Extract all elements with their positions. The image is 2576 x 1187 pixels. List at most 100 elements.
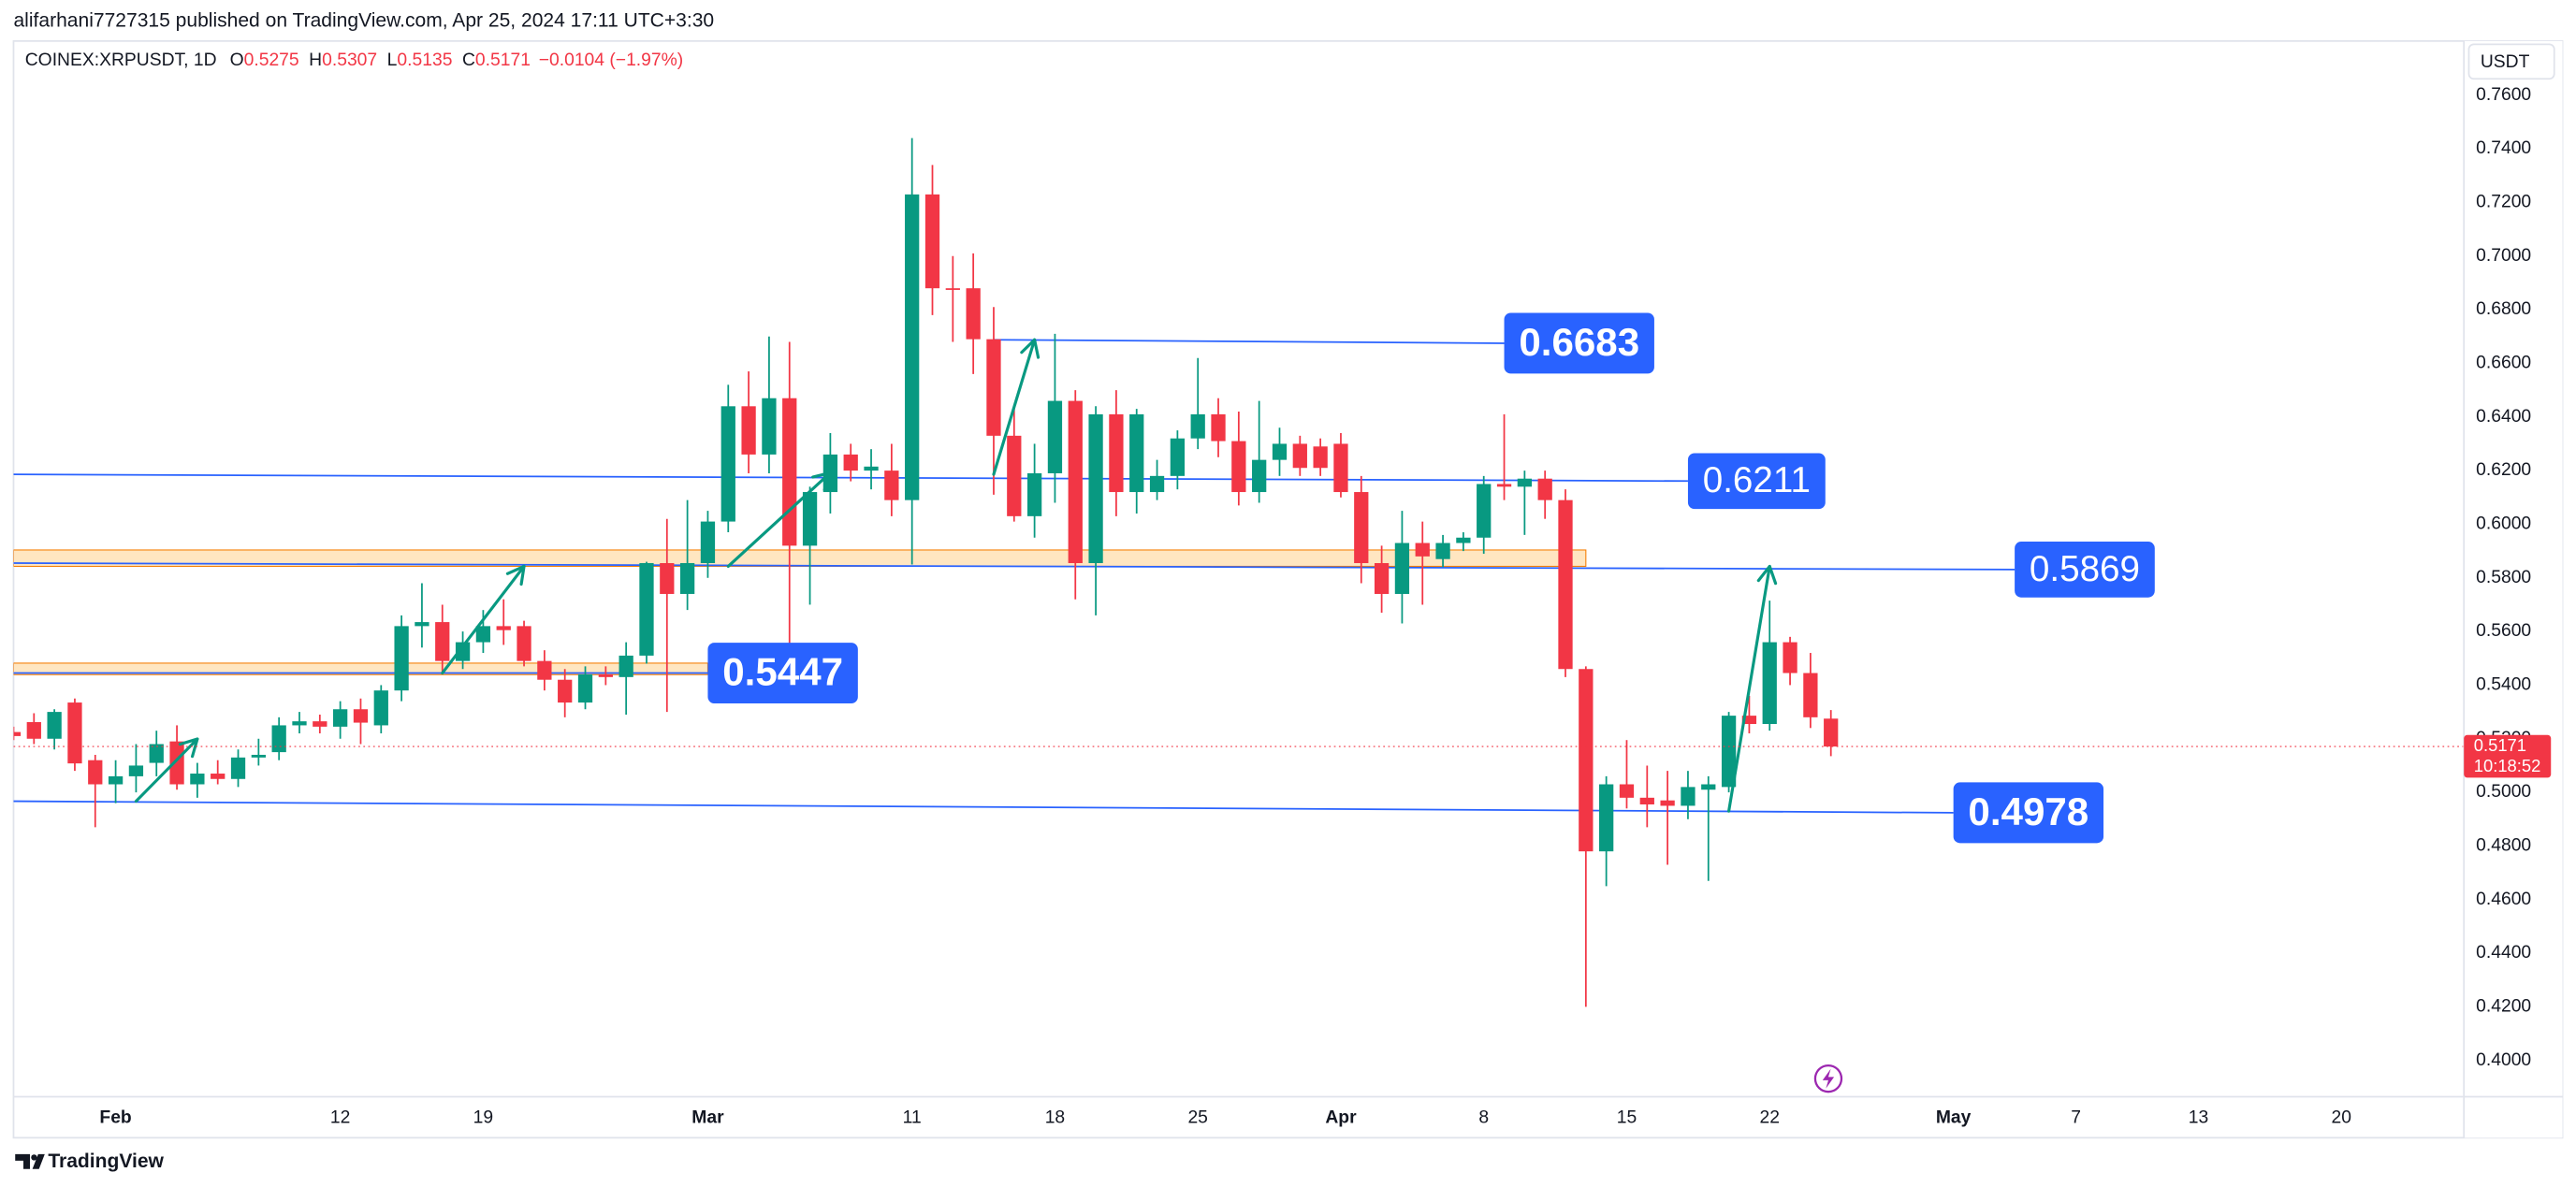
candle-body <box>1517 478 1533 487</box>
candle-body <box>1579 669 1594 852</box>
x-tick-label: Feb <box>99 1107 131 1127</box>
y-tick-label: 0.4600 <box>2476 890 2531 909</box>
legend-value: 0.5171 <box>475 51 531 70</box>
x-tick-label: 13 <box>2189 1107 2208 1127</box>
candle-body <box>435 622 450 661</box>
currency-box[interactable] <box>2467 43 2555 80</box>
logo-mark <box>15 1153 45 1169</box>
x-tick-label: 18 <box>1045 1107 1065 1127</box>
publish-info: alifarhani7727315 published on TradingVi… <box>13 9 714 31</box>
annotations: 0.6683 0.6211 0.5869 0.5447 0.4978 <box>707 312 2155 844</box>
candle-body <box>353 709 369 723</box>
candle-body <box>190 774 205 785</box>
candle-body <box>1109 413 1124 493</box>
x-tick-label: 19 <box>473 1107 493 1127</box>
candle-body <box>67 702 82 764</box>
legend-letter: L <box>387 51 398 70</box>
time-axis: Feb1219Mar111825Apr81522May7132027 <box>99 1107 2494 1127</box>
x-tick-label: 8 <box>1478 1107 1489 1127</box>
y-tick-label: 0.7200 <box>2476 193 2531 212</box>
x-tick-label: 20 <box>2332 1107 2351 1127</box>
candle-body <box>1701 784 1716 790</box>
level-label-box <box>2015 542 2155 598</box>
candle-body <box>149 744 164 763</box>
candle-body <box>47 712 62 739</box>
y-tick-label: 0.4800 <box>2476 836 2531 856</box>
candle-body <box>1231 441 1246 493</box>
level-line <box>993 339 1505 344</box>
candle-body <box>88 760 103 785</box>
candle-body <box>802 492 818 546</box>
candle-body <box>1660 800 1675 806</box>
candle-body <box>251 754 266 758</box>
candle-body <box>1190 413 1205 439</box>
candle-body <box>517 626 531 661</box>
candle-body <box>1088 413 1103 564</box>
candle-body <box>1435 543 1450 559</box>
level-label-box <box>707 643 858 704</box>
candle-body <box>13 731 22 736</box>
candle-body <box>455 642 471 661</box>
candle-body <box>864 466 879 471</box>
x-tick-label: 22 <box>1760 1107 1780 1127</box>
level-label-box <box>1504 312 1654 374</box>
level-label: 0.5447 <box>722 649 843 693</box>
candle-body <box>26 721 41 739</box>
legend-value: 0.5307 <box>322 51 377 70</box>
candle-body <box>720 406 735 522</box>
legend-letter: C <box>462 51 475 70</box>
candle-body <box>1272 443 1288 460</box>
legend-change: −0.0104 (−1.97%) <box>539 51 684 70</box>
x-tick-label: 25 <box>1187 1107 1207 1127</box>
y-tick-label: 0.7000 <box>2476 246 2531 266</box>
candle-body <box>1639 797 1654 805</box>
legend-value: 0.5275 <box>244 51 299 70</box>
candle-body <box>619 655 633 677</box>
candle-body <box>169 741 184 785</box>
candle-body <box>639 563 654 656</box>
level-label: 0.6683 <box>1519 320 1639 364</box>
level-label: 0.4978 <box>1968 789 2088 833</box>
x-tick-label: Mar <box>691 1107 724 1127</box>
candle-body <box>1415 543 1430 557</box>
y-tick-label: 0.4400 <box>2476 943 2531 963</box>
y-tick-label: 0.5800 <box>2476 568 2531 587</box>
candle-body <box>1477 484 1492 538</box>
candle-body <box>271 725 286 753</box>
candle-body <box>373 690 388 726</box>
arrow-shaft <box>1727 564 1771 813</box>
candle-body <box>1333 443 1348 493</box>
candle-body <box>1149 475 1165 493</box>
currency[interactable]: USDT <box>2481 52 2530 72</box>
y-tick-label: 0.5600 <box>2476 621 2531 641</box>
footer-logo <box>15 1153 45 1169</box>
candle-body <box>905 194 920 500</box>
candle-body <box>1456 537 1471 543</box>
candle-body <box>537 660 552 680</box>
candle-body <box>679 563 695 594</box>
y-tick-label: 0.4000 <box>2476 1050 2531 1070</box>
arrow-shaft <box>441 564 526 675</box>
arrow-head <box>1756 564 1778 586</box>
candle-body <box>1129 413 1144 493</box>
icon-bolt[interactable] <box>1822 1068 1835 1089</box>
y-tick-label: 0.6600 <box>2476 354 2531 373</box>
x-tick-label: 11 <box>903 1107 922 1127</box>
level-label-box <box>1953 782 2104 844</box>
y-tick-label: 0.6800 <box>2476 299 2531 319</box>
y-tick-label: 0.5000 <box>2476 782 2531 802</box>
candle-body <box>211 774 226 779</box>
y-tick-label: 0.7600 <box>2476 85 2531 105</box>
y-tick-label: 0.4200 <box>2476 997 2531 1017</box>
candle-body <box>884 470 899 500</box>
x-tick-label: May <box>1936 1107 1972 1127</box>
candle-body <box>1496 484 1512 487</box>
y-tick-label: 0.6200 <box>2476 460 2531 480</box>
symbol: COINEX:XRPUSDT, 1D <box>25 51 217 70</box>
x-tick-label: 7 <box>2071 1107 2081 1127</box>
level-label: 0.6211 <box>1703 460 1811 500</box>
lightning-icon[interactable] <box>1813 1064 1843 1093</box>
candle-body <box>577 673 593 703</box>
candle-body <box>741 406 756 455</box>
